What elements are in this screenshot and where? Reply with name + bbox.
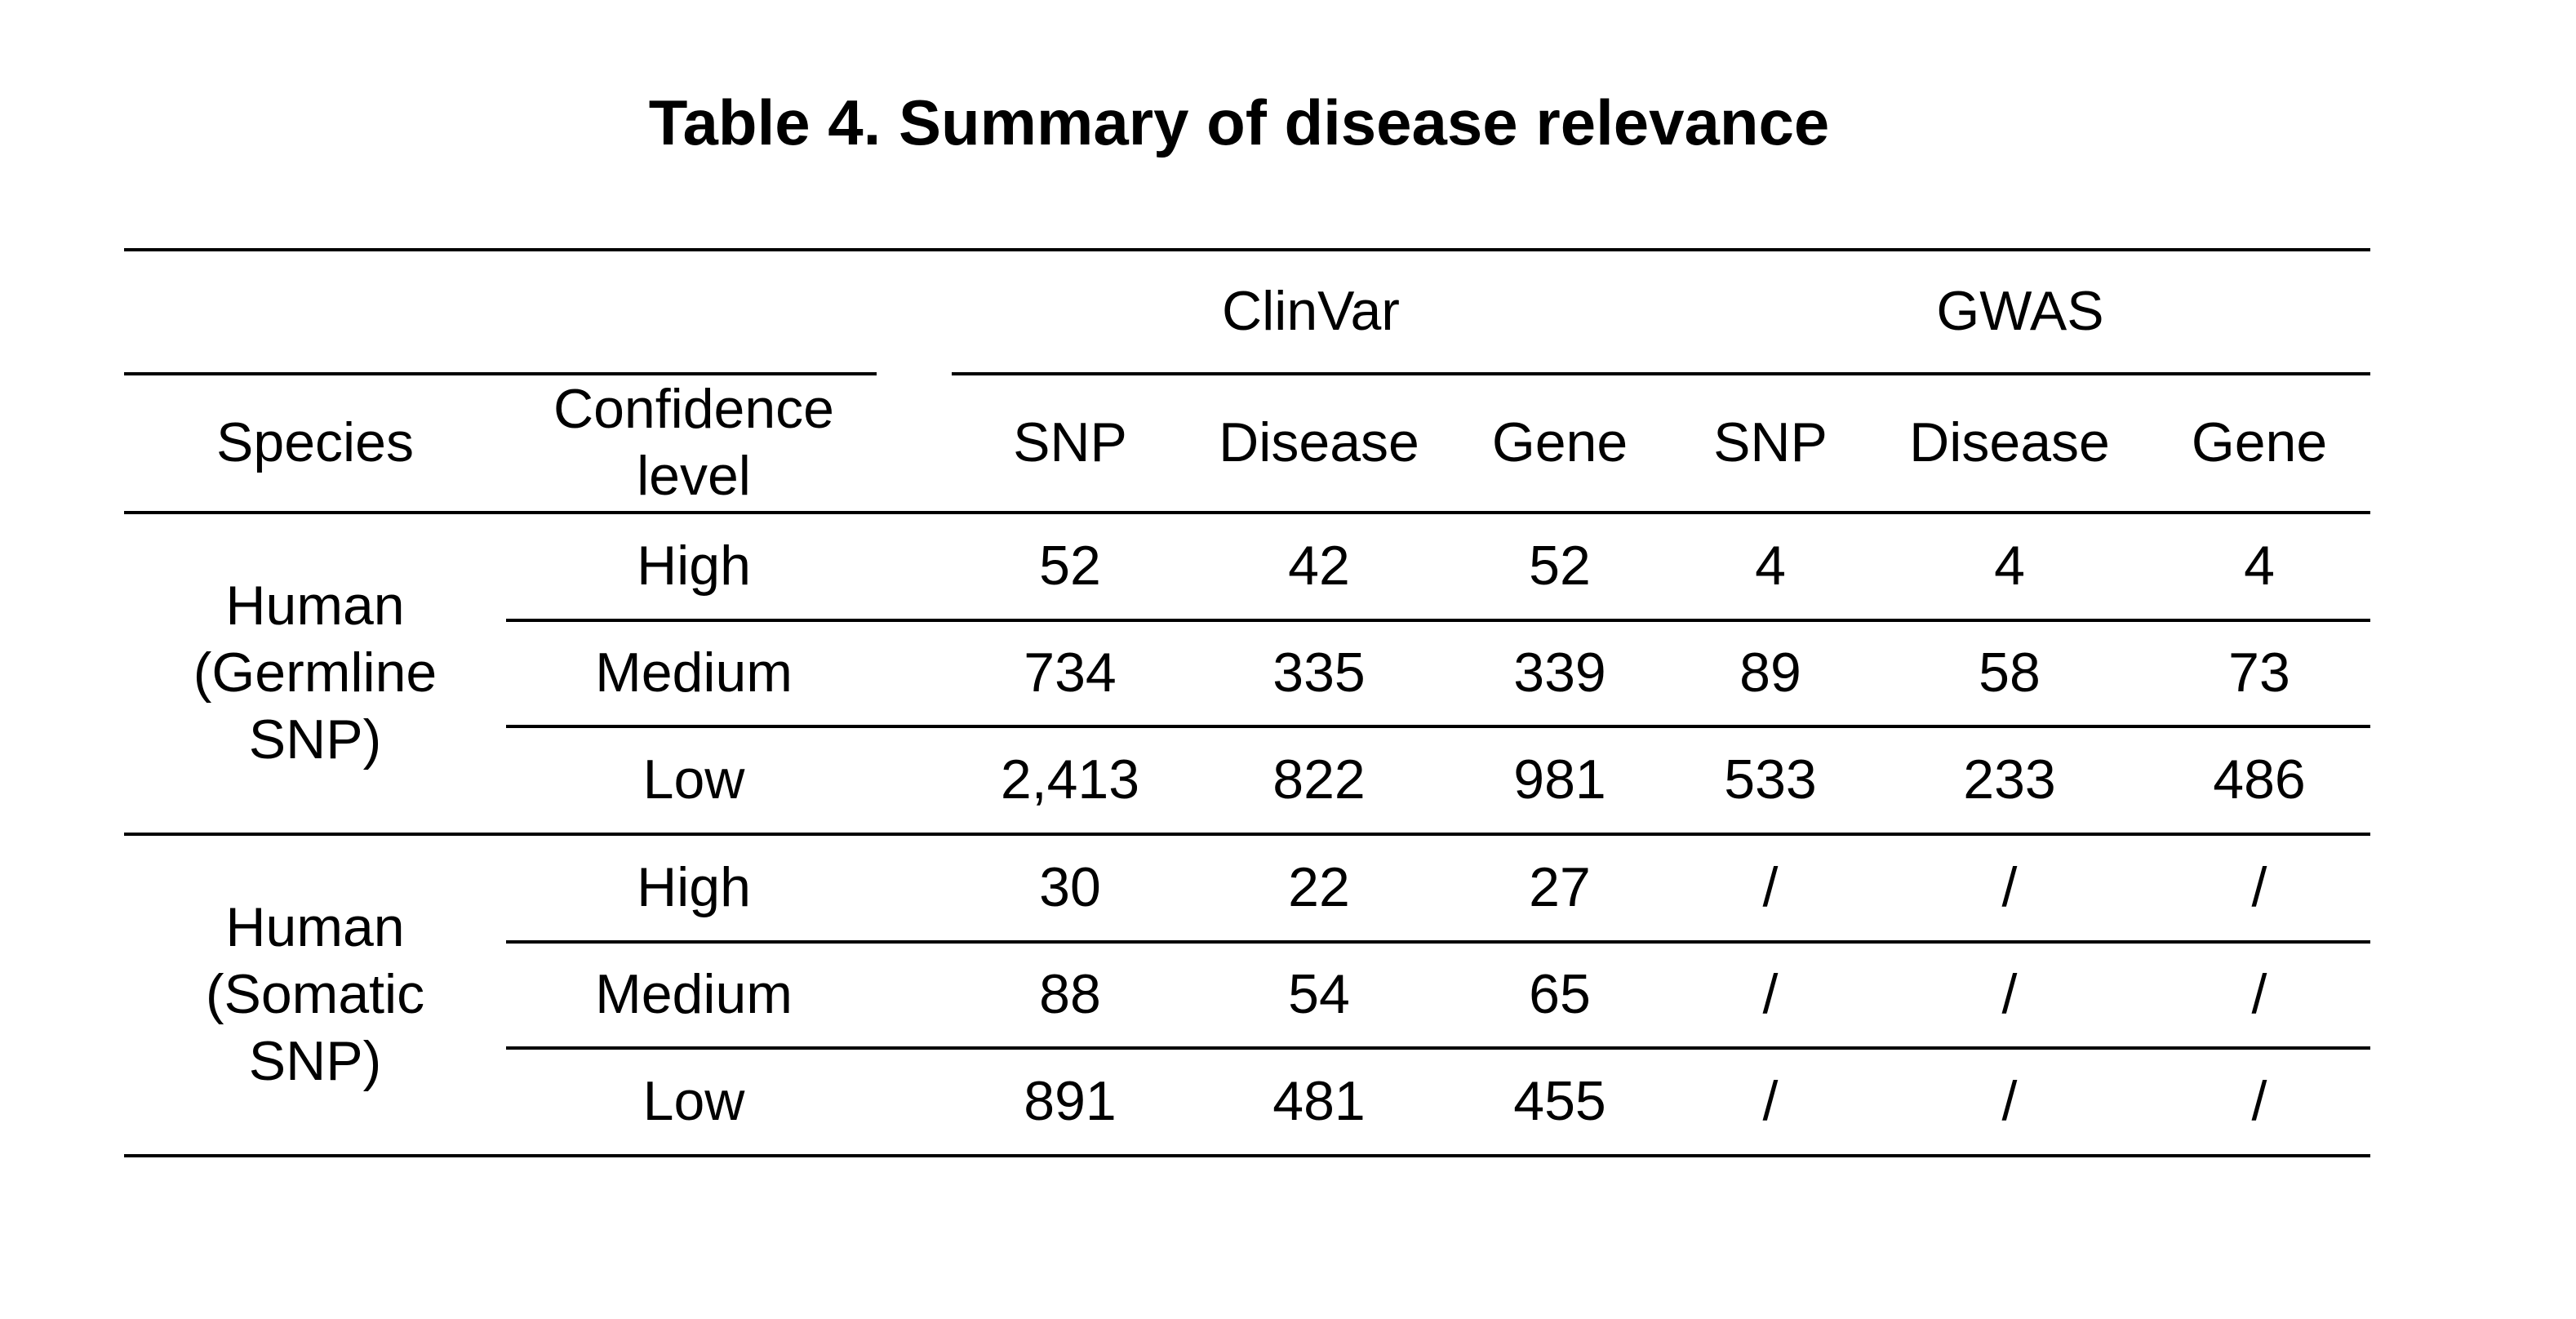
gwas-disease-cell: 233 — [1963, 748, 2056, 810]
header-bottom-rule — [124, 511, 2370, 514]
gwas-disease-cell: / — [2001, 963, 2018, 1025]
header-rule-left — [124, 372, 877, 375]
gwas-disease-cell: 58 — [1979, 642, 2041, 704]
species-line: (Somatic — [205, 963, 425, 1025]
confidence-header-line: level — [637, 445, 751, 507]
gwas-disease-cell: / — [2001, 1070, 2018, 1132]
row-divider — [506, 940, 2370, 944]
clinvar-gene-cell: 981 — [1513, 748, 1606, 810]
species-cell-germline: Human (Germline SNP) — [124, 513, 506, 833]
gwas-gene-cell: 4 — [2244, 535, 2275, 597]
group-header-gwas: GWAS — [1936, 280, 2104, 342]
clinvar-snp-cell: 88 — [1039, 963, 1101, 1025]
confidence-level-cell: High — [637, 856, 751, 918]
clinvar-snp-cell: 734 — [1024, 642, 1117, 704]
clinvar-disease-cell: 481 — [1272, 1070, 1366, 1132]
column-header-clinvar-gene: Gene — [1491, 411, 1628, 473]
column-header-gwas-gene: Gene — [2191, 411, 2328, 473]
clinvar-snp-cell: 2,413 — [1000, 748, 1140, 810]
row-divider — [506, 725, 2370, 728]
clinvar-disease-cell: 42 — [1288, 535, 1350, 597]
species-line: SNP) — [248, 1030, 382, 1092]
gwas-snp-cell: / — [1762, 856, 1779, 918]
column-header-clinvar-snp: SNP — [1013, 411, 1127, 473]
gwas-gene-cell: / — [2251, 1070, 2267, 1132]
clinvar-snp-cell: 30 — [1039, 856, 1101, 918]
row-divider — [506, 1046, 2370, 1050]
confidence-level-cell: Low — [642, 1070, 745, 1132]
gwas-snp-cell: 89 — [1739, 642, 1801, 704]
species-line: (Germline — [193, 642, 437, 704]
top-rule — [124, 248, 2370, 251]
column-header-species: Species — [216, 411, 414, 473]
group-header-clinvar: ClinVar — [1222, 280, 1400, 342]
clinvar-disease-cell: 22 — [1288, 856, 1350, 918]
group-divider — [124, 833, 2370, 836]
gwas-disease-cell: 4 — [1994, 535, 2025, 597]
clinvar-snp-cell: 52 — [1039, 535, 1101, 597]
gwas-gene-cell: / — [2251, 963, 2267, 1025]
gwas-gene-cell: / — [2251, 856, 2267, 918]
gwas-snp-cell: 533 — [1724, 748, 1817, 810]
clinvar-gene-cell: 339 — [1513, 642, 1606, 704]
confidence-level-cell: Medium — [595, 642, 793, 704]
clinvar-gene-cell: 27 — [1529, 856, 1591, 918]
clinvar-gene-cell: 52 — [1529, 535, 1591, 597]
gwas-disease-cell: / — [2001, 856, 2018, 918]
confidence-level-cell: Medium — [595, 963, 793, 1025]
gwas-gene-cell: 486 — [2213, 748, 2306, 810]
table-title: Table 4. Summary of disease relevance — [648, 87, 1830, 158]
confidence-header-line: Confidence — [553, 378, 835, 440]
gwas-snp-cell: / — [1762, 963, 1779, 1025]
gwas-snp-cell: / — [1762, 1070, 1779, 1132]
clinvar-disease-cell: 54 — [1288, 963, 1350, 1025]
clinvar-disease-cell: 335 — [1272, 642, 1366, 704]
column-header-confidence-level: Confidence level — [506, 374, 882, 511]
species-line: Human — [225, 896, 405, 958]
gwas-snp-cell: 4 — [1755, 535, 1786, 597]
column-header-gwas-snp: SNP — [1713, 411, 1828, 473]
column-header-clinvar-disease: Disease — [1219, 411, 1419, 473]
row-divider — [506, 619, 2370, 622]
species-line: Human — [225, 575, 405, 637]
species-line: SNP) — [248, 708, 382, 771]
species-cell-somatic: Human (Somatic SNP) — [124, 834, 506, 1154]
gwas-gene-cell: 73 — [2228, 642, 2290, 704]
bottom-rule — [124, 1154, 2370, 1157]
clinvar-disease-cell: 822 — [1272, 748, 1366, 810]
confidence-level-cell: Low — [642, 748, 745, 810]
clinvar-gene-cell: 65 — [1529, 963, 1591, 1025]
confidence-level-cell: High — [637, 535, 751, 597]
clinvar-snp-cell: 891 — [1024, 1070, 1117, 1132]
header-rule-right — [952, 372, 2370, 375]
column-header-gwas-disease: Disease — [1909, 411, 2110, 473]
clinvar-gene-cell: 455 — [1513, 1070, 1606, 1132]
